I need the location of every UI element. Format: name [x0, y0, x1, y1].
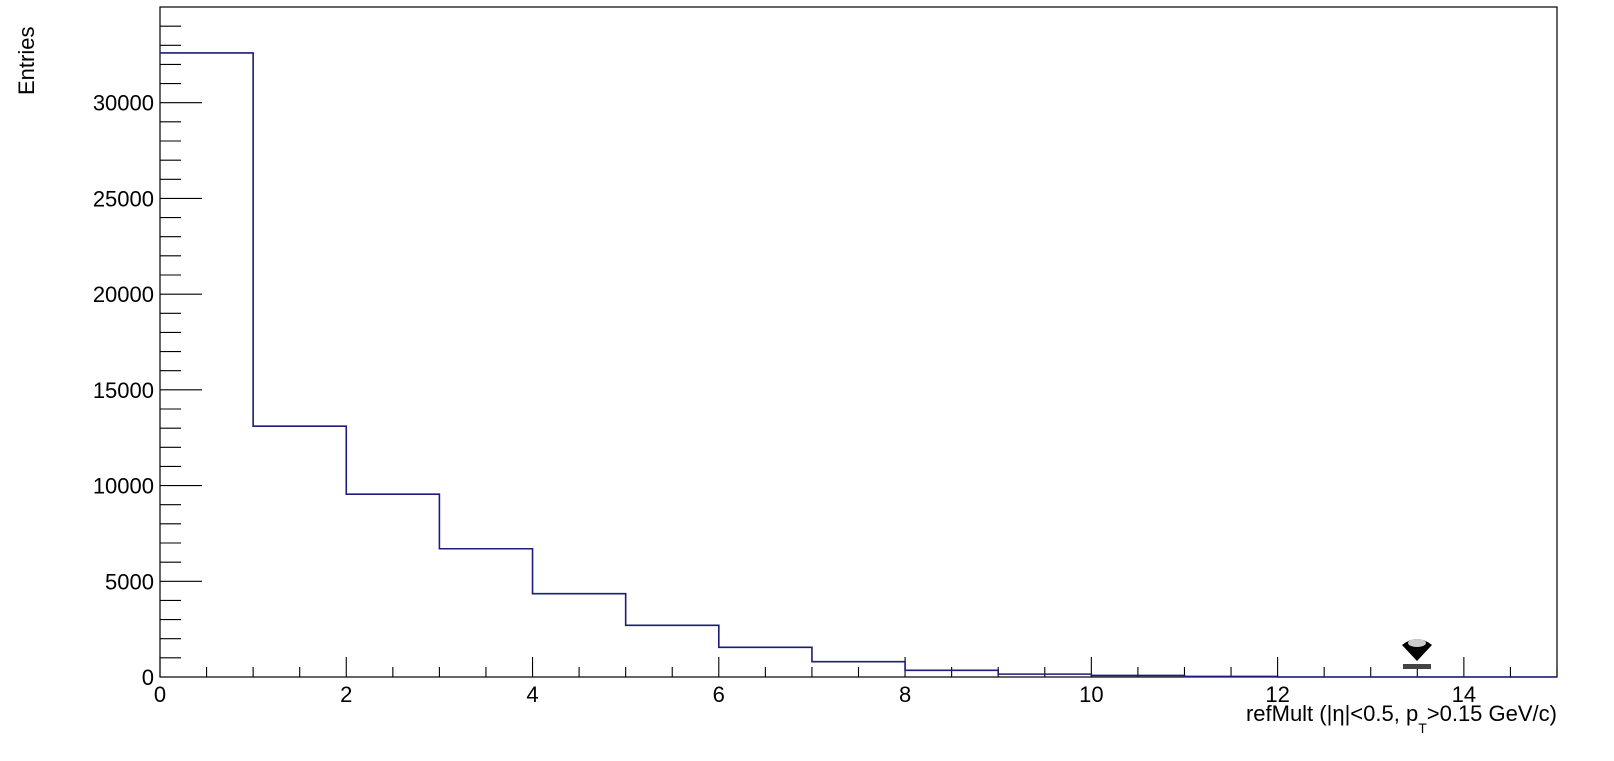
y-tick-label: 5000: [105, 569, 154, 594]
x-tick-label: 14: [1452, 682, 1476, 707]
plot-frame: [159, 6, 1558, 678]
histogram-series-line: [160, 52, 1557, 678]
x-tick-label: 2: [340, 682, 352, 707]
x-axis-tick-labels: 0 2 4 6 8 10 12 14: [154, 682, 1476, 707]
y-axis-label: Entries: [14, 27, 39, 95]
marker-icon[interactable]: [1402, 639, 1432, 669]
y-tick-label: 0: [142, 665, 154, 690]
x-axis-label: refMult (|η|<0.5, pT>0.15 GeV/c): [1246, 701, 1557, 736]
x-tick-label: 10: [1079, 682, 1103, 707]
y-tick-label: 15000: [93, 378, 154, 403]
x-tick-label: 12: [1265, 682, 1289, 707]
y-axis-tick-labels: 0 5000 10000 15000 20000 25000 30000: [93, 91, 154, 690]
y-tick-label: 20000: [93, 282, 154, 307]
x-tick-label: 4: [526, 682, 538, 707]
y-axis-ticks: [160, 6, 202, 678]
x-axis-ticks: [159, 657, 1558, 677]
y-tick-label: 10000: [93, 474, 154, 499]
x-tick-label: 8: [899, 682, 911, 707]
x-tick-label: 6: [713, 682, 725, 707]
x-tick-label: 0: [154, 682, 166, 707]
y-tick-label: 25000: [93, 186, 154, 211]
y-tick-label: 30000: [93, 91, 154, 116]
